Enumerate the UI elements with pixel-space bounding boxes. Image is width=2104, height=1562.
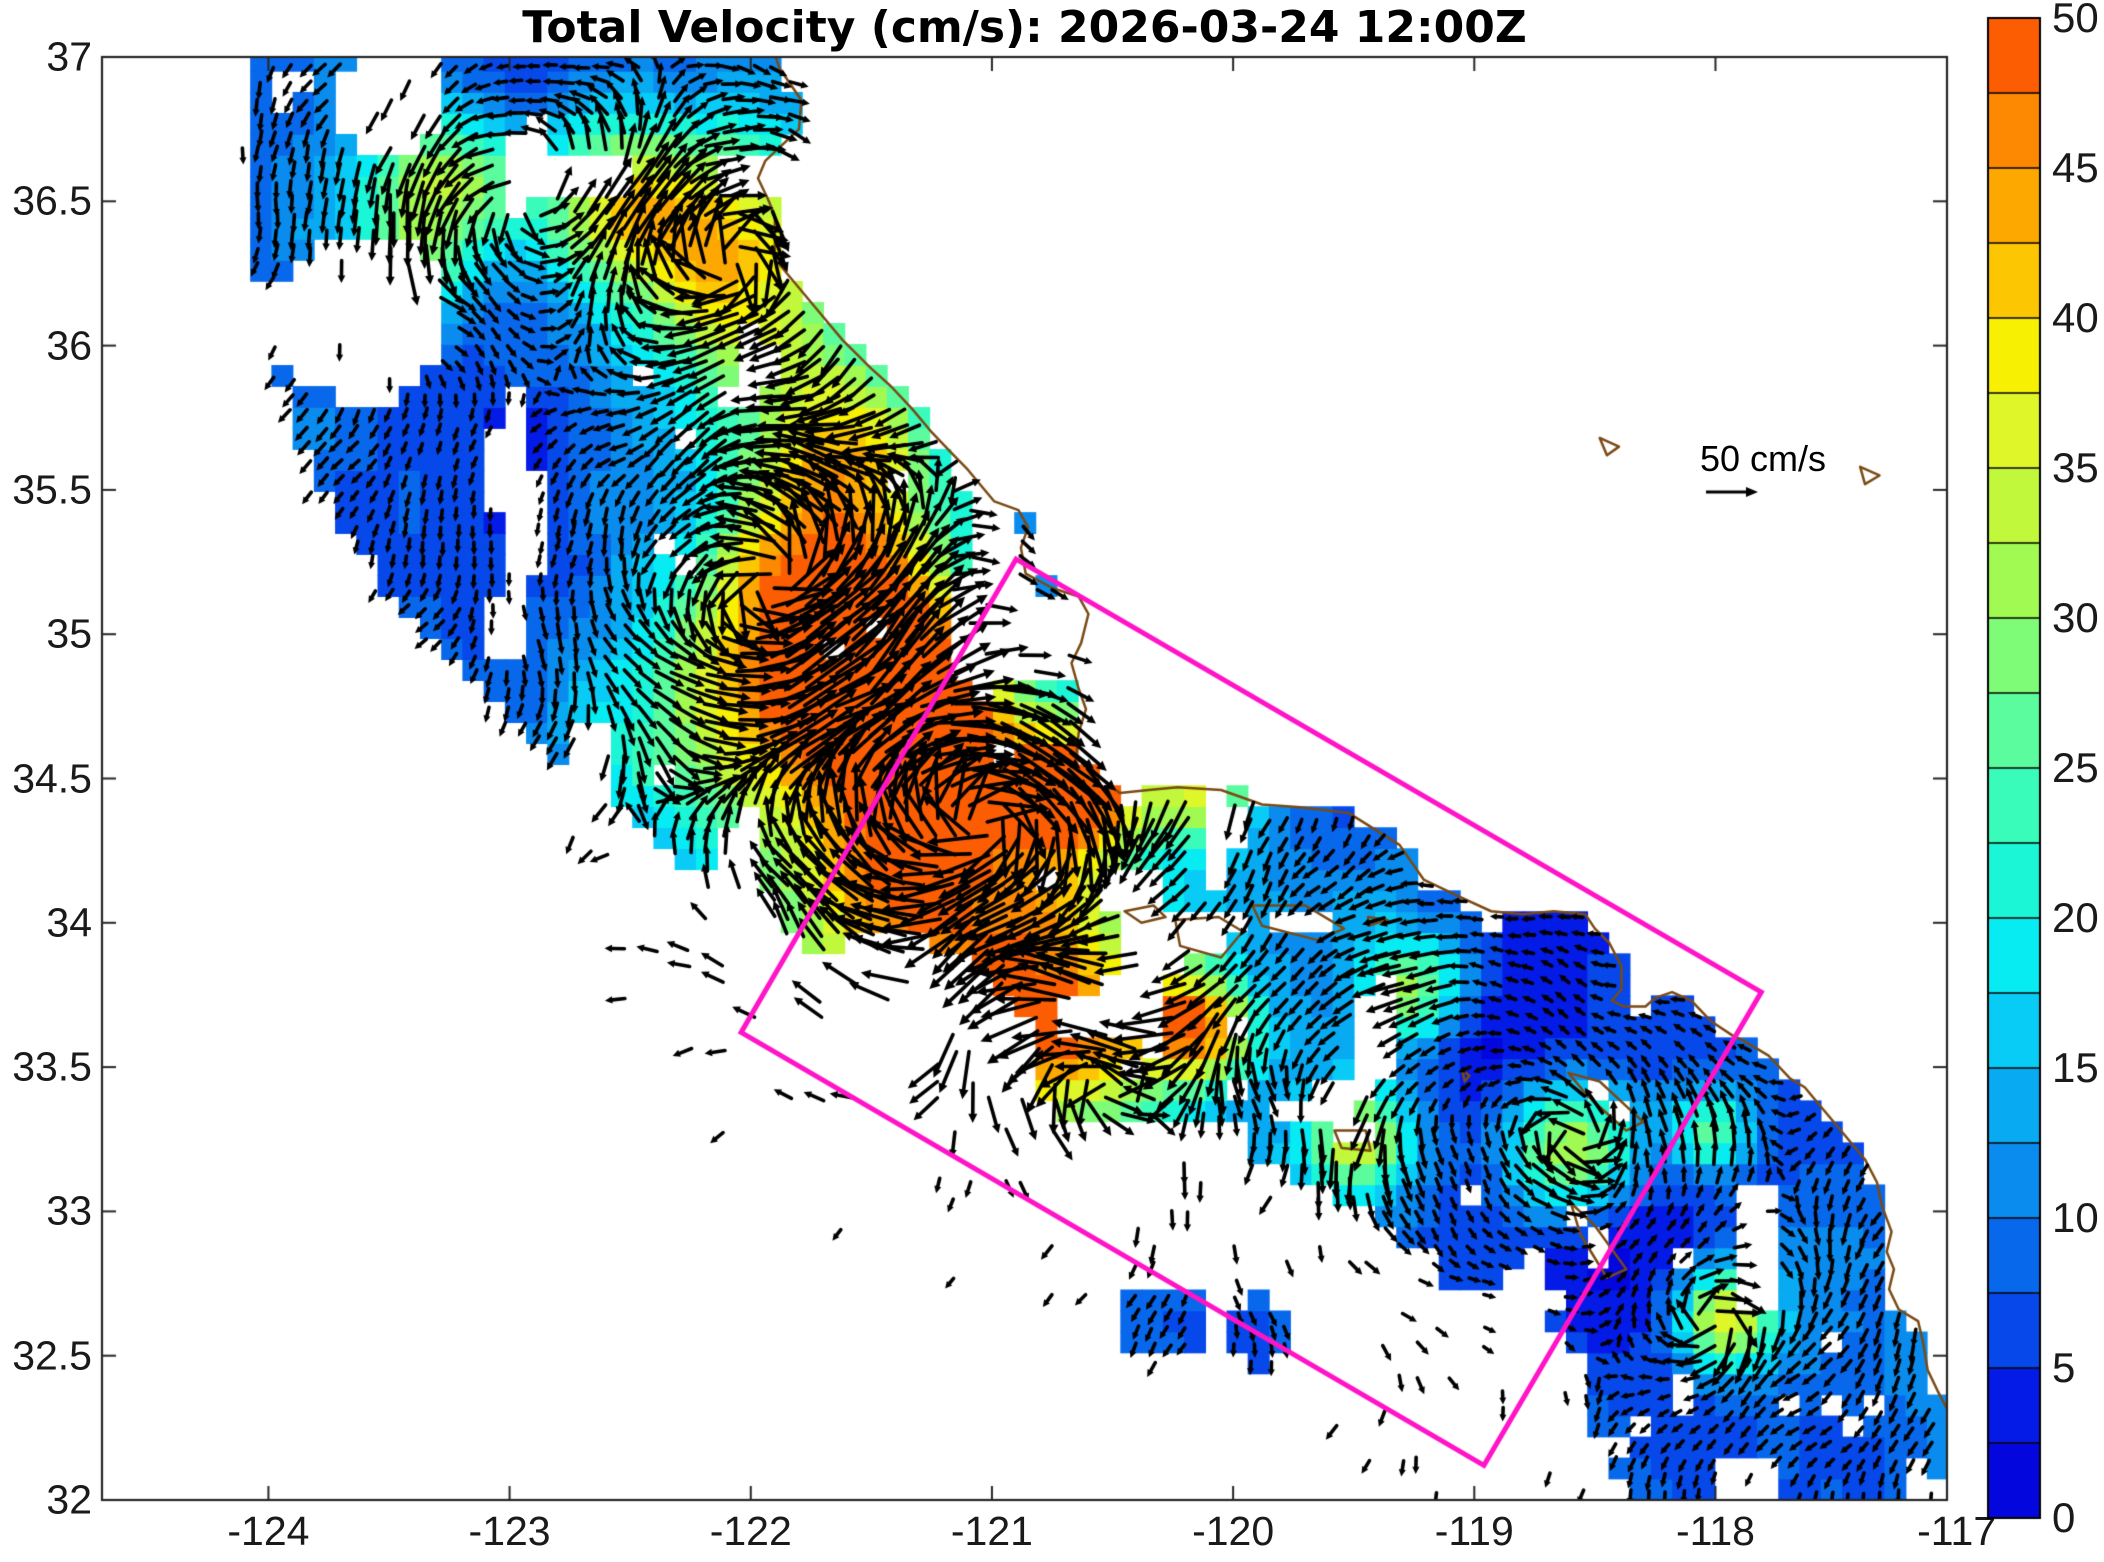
velocity-map-canvas [0,0,2104,1562]
figure-root: Total Velocity (cm/s): 2026-03-24 12:00Z… [0,0,2104,1562]
